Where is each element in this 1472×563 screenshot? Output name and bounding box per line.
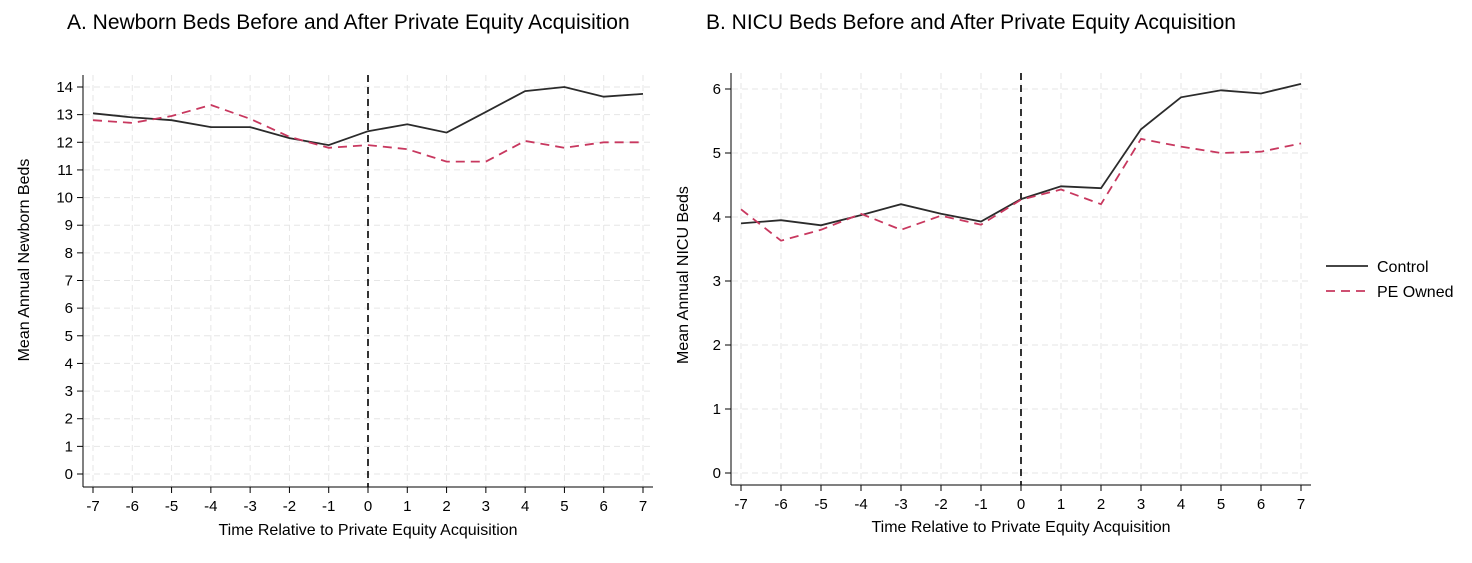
panel-a-y-tick-label: 12 (56, 134, 73, 151)
panel-b-series-pe-owned-line (740, 137, 1302, 242)
panel-a-x-tick-label: 0 (364, 498, 372, 515)
panel-b-x-tick-label: -1 (974, 496, 987, 513)
panel-a-series-pe-owned-line (92, 104, 643, 163)
panel-b-x-tick-label: 5 (1217, 496, 1225, 513)
panel-a-x-axis-label: Time Relative to Private Equity Acquisit… (218, 522, 517, 539)
panel-a-y-tick-label: 11 (57, 162, 73, 179)
panel-b-series-control-line (740, 83, 1302, 227)
panel-a-x-tick-label: 5 (560, 498, 568, 515)
panel-b-x-tick-label: -7 (734, 496, 747, 513)
panel-a-y-tick-label: 5 (65, 328, 73, 345)
panel-b-x-tick-label: -6 (774, 496, 787, 513)
panel-a-x-tick-label: -7 (86, 498, 99, 515)
panel-a-x-tick-label: 1 (403, 498, 411, 515)
panel-a-y-tick-label: 3 (65, 383, 73, 400)
panel-b-x-tick-label: 1 (1057, 496, 1065, 513)
panel-a-y-tick-label: 0 (65, 466, 73, 483)
panel-a-title: A. Newborn Beds Before and After Private… (67, 11, 630, 34)
legend-item-pe-owned: PE Owned (1326, 284, 1453, 301)
panel-b-y-axis-label: Mean Annual NICU Beds (675, 186, 692, 364)
panel-b-x-tick-label: -2 (934, 496, 947, 513)
panel-b-x-axis-label: Time Relative to Private Equity Acquisit… (871, 519, 1170, 536)
panel-b-x-tick-label: -5 (814, 496, 827, 513)
panel-b-y-tick-label: 1 (713, 401, 721, 418)
panel-b-x-tick-label: 4 (1177, 496, 1185, 513)
panel-b-x-tick-label: 2 (1097, 496, 1105, 513)
panel-b-y-tick-label: 4 (713, 209, 721, 226)
panel-b-y-tick-label: 0 (713, 465, 721, 482)
panel-a-x-tick-label: -6 (126, 498, 139, 515)
panel-a-y-tick-label: 7 (65, 273, 73, 290)
panel-a-x-tick-label: -1 (322, 498, 335, 515)
panel-a-y-tick-label: 9 (65, 217, 73, 234)
panel-b-x-tick-label: 6 (1257, 496, 1265, 513)
panel-a-x-tick-label: -3 (243, 498, 256, 515)
panel-a-y-tick-label: 13 (56, 107, 73, 124)
panel-a-y-tick-label: 1 (65, 438, 73, 455)
panel-a-x-tick-label: -5 (165, 498, 178, 515)
panel-a-x-tick-label: 2 (442, 498, 450, 515)
panel-b-plot-area: 0 1 2 3 4 5 6 -7 -6 -5 -4 -3 -2 -1 0 1 2 3 4 5 6 7 (713, 73, 1311, 513)
panel-b-y-tick-label: 5 (713, 145, 721, 162)
panel-b-x-tick-label: -4 (854, 496, 867, 513)
legend-label-control: Control (1377, 259, 1429, 276)
panel-b-y-tick-label: 6 (713, 81, 721, 98)
panel-a-y-tick-label: 2 (65, 411, 73, 428)
panel-b-y-tick-label: 3 (713, 273, 721, 290)
panel-a-x-tick-label: 6 (600, 498, 608, 515)
panel-a-y-tick-label: 8 (65, 245, 73, 262)
legend-item-control: Control (1326, 259, 1429, 276)
panel-a-y-tick-label: 14 (56, 79, 73, 96)
panel-a-x-tick-label: 3 (482, 498, 490, 515)
panel-b-x-tick-label: 0 (1017, 496, 1025, 513)
legend-label-pe-owned: PE Owned (1377, 284, 1453, 301)
panel-a-x-tick-label: 7 (639, 498, 647, 515)
panel-a-y-tick-label: 4 (65, 355, 73, 372)
panel-b-title: B. NICU Beds Before and After Private Eq… (706, 11, 1236, 34)
panel-b-x-tick-label: -3 (894, 496, 907, 513)
panel-a-x-tick-label: -2 (283, 498, 296, 515)
panel-b-x-tick-label: 3 (1137, 496, 1145, 513)
panel-a-series-control-line (92, 86, 644, 147)
panel-a-y-tick-label: 6 (65, 300, 73, 317)
panel-b-x-tick-label: 7 (1297, 496, 1305, 513)
panel-a-y-tick-label: 10 (56, 190, 73, 207)
panel-b-y-tick-label: 2 (713, 337, 721, 354)
panel-a-newborn-beds: A. Newborn Beds Before and After Private… (16, 11, 653, 539)
panel-a-x-tick-label: 4 (521, 498, 529, 515)
panel-a-y-axis-label: Mean Annual Newborn Beds (16, 159, 33, 362)
panel-b-nicu-beds: B. NICU Beds Before and After Private Eq… (675, 11, 1311, 536)
panel-a-x-tick-label: -4 (204, 498, 217, 515)
legend: Control PE Owned (1326, 259, 1453, 301)
